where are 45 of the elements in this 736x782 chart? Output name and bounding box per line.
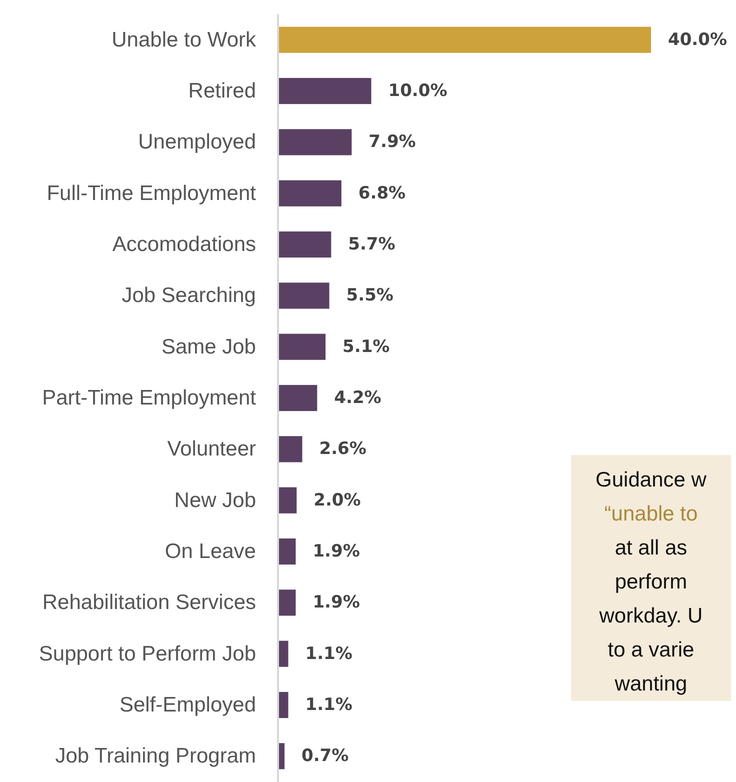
data-label: 40.0% (668, 30, 727, 50)
y-tick-label: Volunteer (167, 438, 256, 461)
bar (278, 26, 651, 53)
data-label: 6.8% (358, 183, 406, 204)
y-tick-label: Same Job (161, 335, 256, 358)
y-tick-label: Full-Time Employment (46, 182, 256, 205)
data-label: 1.9% (312, 592, 360, 613)
y-tick-label: Job Training Program (55, 744, 256, 768)
data-label: 1.9% (312, 542, 360, 562)
bar (278, 180, 342, 206)
data-label: 5.1% (342, 336, 390, 357)
data-label: 5.7% (348, 234, 396, 254)
bar (278, 538, 296, 565)
bar (278, 436, 302, 462)
data-label: 7.9% (368, 132, 416, 152)
data-label: 0.7% (302, 746, 349, 766)
bar (278, 231, 332, 258)
y-tick-label: Job Searching (122, 284, 256, 308)
y-tick-label: Self-Employed (119, 693, 256, 716)
y-tick-label: Support to Perform Job (38, 642, 256, 666)
data-label: 5.5% (346, 286, 394, 306)
bar (278, 590, 296, 616)
bar (278, 78, 372, 104)
y-tick-label: Accomodations (112, 233, 256, 256)
y-tick-label: Rehabilitation Services (42, 591, 256, 614)
bar (278, 282, 330, 309)
y-tick-label: Unemployed (138, 130, 256, 154)
bar (278, 487, 297, 514)
bar (278, 692, 288, 718)
data-label: 1.1% (305, 694, 352, 715)
bar (278, 129, 352, 156)
y-tick-label: Retired (188, 80, 256, 103)
y-tick-label: On Leave (164, 540, 256, 563)
data-label: 10.0% (388, 81, 448, 102)
y-tick-label: Part-Time Employment (42, 386, 256, 410)
bar (278, 640, 288, 667)
bar (278, 384, 318, 412)
data-label: 2.6% (319, 439, 366, 460)
data-label: 2.0% (314, 490, 361, 510)
y-tick-label: New Job (174, 488, 256, 512)
data-label: 1.1% (305, 644, 352, 664)
bar (278, 334, 326, 360)
y-tick-label: Unable to Work (112, 28, 256, 52)
data-label: 4.2% (334, 388, 382, 408)
annotation: Guidance w “unable to at all as perform workday. U to a varie wanting (596, 468, 708, 696)
